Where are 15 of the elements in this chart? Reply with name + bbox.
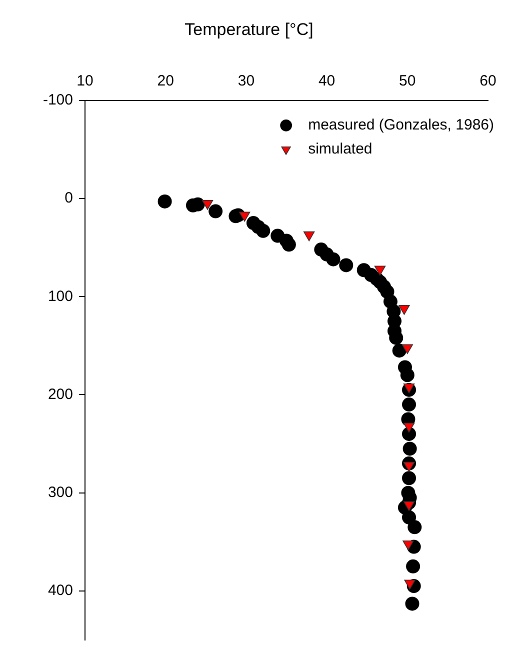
y-tick-label: 400 bbox=[48, 582, 73, 600]
x-tick-label: 30 bbox=[238, 72, 255, 90]
y-tick-label: 200 bbox=[48, 386, 73, 403]
y-tick-label: -100 bbox=[42, 92, 73, 109]
x-tick-label: 10 bbox=[76, 72, 94, 90]
y-tick-label: 300 bbox=[48, 484, 73, 501]
legend-label: measured (Gonzales, 1986) bbox=[308, 116, 494, 134]
x-tick-label: 20 bbox=[157, 72, 174, 90]
legend-label: simulated bbox=[308, 140, 372, 158]
y-tick-label: 100 bbox=[48, 288, 73, 305]
x-tick-label: 50 bbox=[399, 72, 416, 90]
y-tick-label: 0 bbox=[64, 190, 73, 207]
chart-title: Temperature [°C] bbox=[184, 20, 314, 39]
x-tick-label: 40 bbox=[318, 72, 336, 90]
x-tick-label: 60 bbox=[480, 72, 496, 90]
